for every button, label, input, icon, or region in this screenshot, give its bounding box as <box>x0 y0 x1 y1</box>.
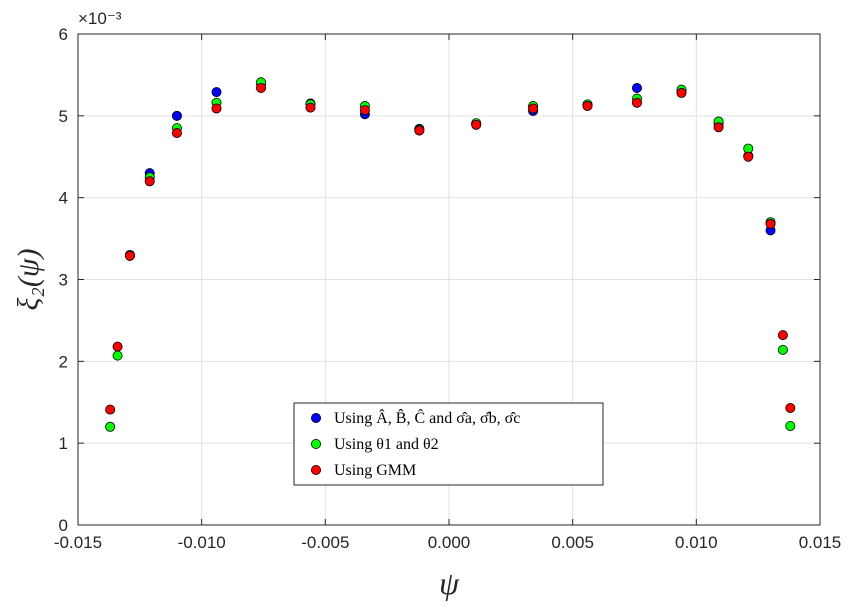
y-axis-ticks: 0 1 2 3 4 5 6 <box>59 25 820 535</box>
data-point-series-3 <box>713 122 724 133</box>
y-tick-label: 5 <box>59 107 68 126</box>
data-point-series-3 <box>359 105 370 116</box>
legend-label-series-3: Using GMM <box>334 462 416 479</box>
data-points <box>105 77 796 432</box>
data-point-series-3 <box>305 102 316 113</box>
data-point-series-2 <box>105 421 116 432</box>
legend-box <box>293 402 604 486</box>
y-tick-label: 1 <box>59 434 68 453</box>
legend-label-series-1: Using Â, B̂, Ĉ and σ̂a, σ̂b, σ̂c <box>334 408 520 427</box>
data-point-series-3 <box>211 103 222 114</box>
y-exponent-label: ×10⁻³ <box>78 9 122 28</box>
y-tick-label: 0 <box>59 516 68 535</box>
data-point-series-3 <box>105 404 116 415</box>
data-point-series-3 <box>765 218 776 229</box>
data-point-series-3 <box>743 151 754 162</box>
data-point-series-3 <box>676 87 687 98</box>
data-point-series-3 <box>528 103 539 114</box>
x-tick-label: -0.010 <box>178 533 226 552</box>
data-point-series-3 <box>777 330 788 341</box>
data-point-series-3 <box>785 402 796 413</box>
legend-marker-series-1 <box>310 412 321 423</box>
data-point-series-3 <box>471 119 482 130</box>
x-tick-label: -0.005 <box>301 533 349 552</box>
y-tick-label: 6 <box>59 25 68 44</box>
data-point-series-2 <box>112 350 123 361</box>
legend-label-series-2: Using θ1 and θ2 <box>334 436 439 453</box>
y-tick-label: 4 <box>59 189 68 208</box>
data-point-series-3 <box>582 101 593 112</box>
data-point-series-3 <box>112 341 123 352</box>
data-point-series-3 <box>414 125 425 136</box>
x-axis-label: ψ <box>439 565 460 601</box>
data-point-series-1 <box>211 87 222 98</box>
legend: Using Â, B̂, Ĉ and σ̂a, σ̂b, σ̂c Using θ1… <box>293 402 604 486</box>
data-point-series-3 <box>171 128 182 139</box>
y-tick-label: 2 <box>59 352 68 371</box>
legend-marker-series-3 <box>310 464 321 475</box>
y-tick-label: 3 <box>59 271 68 290</box>
data-point-series-2 <box>785 420 796 431</box>
x-tick-label: 0.015 <box>799 533 842 552</box>
legend-marker-series-2 <box>310 438 321 449</box>
x-tick-label: 0.005 <box>551 533 594 552</box>
data-point-series-1 <box>631 83 642 94</box>
data-point-series-3 <box>631 97 642 108</box>
data-point-series-3 <box>144 176 155 187</box>
x-tick-label: -0.015 <box>54 533 102 552</box>
data-point-series-3 <box>124 250 135 261</box>
data-point-series-1 <box>171 110 182 121</box>
data-point-series-3 <box>256 83 267 94</box>
data-point-series-2 <box>777 344 788 355</box>
x-tick-label: 0.010 <box>675 533 718 552</box>
x-tick-label: 0.000 <box>428 533 471 552</box>
y-axis-label: ξ₂(ψ) <box>12 249 45 311</box>
x-axis-ticks: -0.015 -0.010 -0.005 0.000 0.005 0.010 0.015 <box>54 34 841 552</box>
